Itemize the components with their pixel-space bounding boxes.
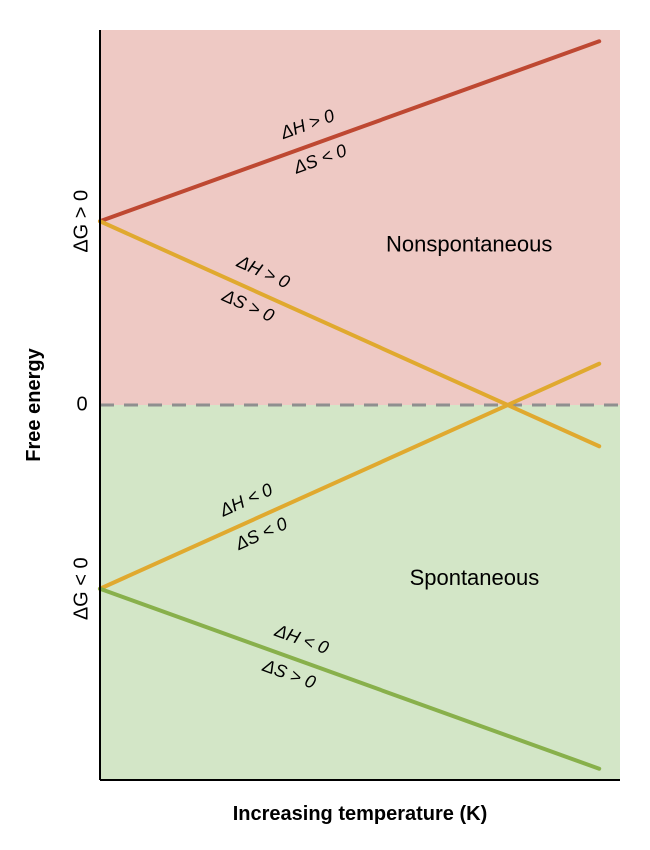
nonspontaneous-label: Nonspontaneous: [386, 231, 552, 256]
chart-svg: ΔH > 0ΔS < 0ΔH > 0ΔS > 0ΔH < 0ΔS < 0ΔH <…: [0, 0, 650, 850]
x-axis-label: Increasing temperature (K): [233, 803, 488, 825]
y-tick-1: 0: [76, 393, 87, 415]
spontaneous-region: [100, 405, 620, 780]
y-tick-2: ΔG < 0: [70, 557, 92, 620]
nonspontaneous-region: [100, 30, 620, 405]
y-tick-0: ΔG > 0: [70, 190, 92, 253]
free-energy-diagram: ΔH > 0ΔS < 0ΔH > 0ΔS > 0ΔH < 0ΔS < 0ΔH <…: [0, 0, 650, 850]
y-axis-label: Free energy: [23, 347, 45, 461]
spontaneous-label: Spontaneous: [410, 565, 540, 590]
